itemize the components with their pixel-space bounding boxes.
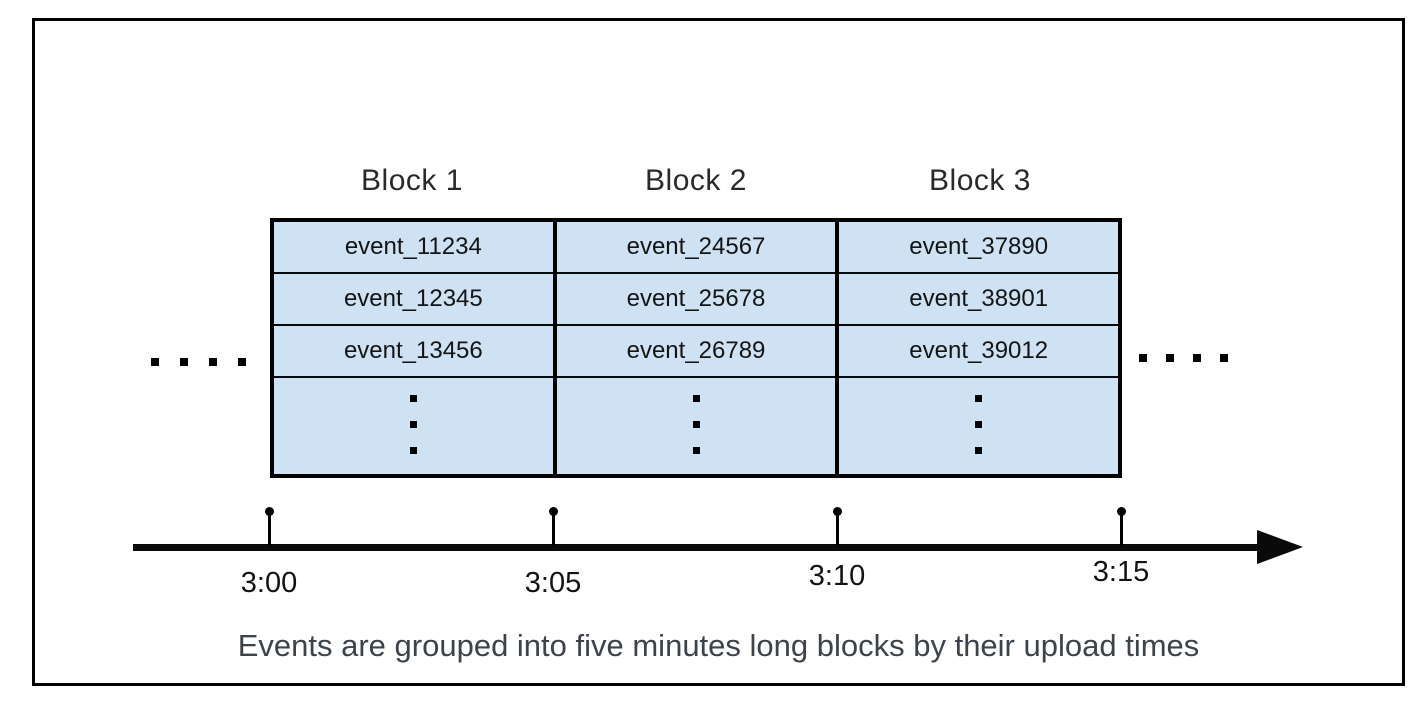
event-row: event_39012	[839, 326, 1119, 378]
event-row: event_26789	[556, 326, 836, 378]
event-row: event_25678	[556, 274, 836, 326]
event-row: event_37890	[839, 222, 1119, 274]
vertical-ellipsis-icon	[839, 378, 1118, 474]
vertical-ellipsis-icon	[274, 378, 553, 474]
tick-label-3-05: 3:05	[524, 567, 582, 599]
event-row: event_12345	[274, 274, 553, 326]
tick-label-3-00: 3:00	[240, 567, 298, 599]
right-ellipsis-icon	[1139, 354, 1228, 362]
tick-mark-3-05	[552, 515, 555, 546]
blocks-container: event_11234 event_12345 event_13456 even…	[270, 218, 1122, 478]
tick-dot-3-05	[549, 507, 558, 516]
block-1: event_11234 event_12345 event_13456	[274, 222, 553, 474]
block-3: event_37890 event_38901 event_39012	[835, 222, 1119, 474]
block-1-title: Block 1	[361, 164, 463, 197]
diagram-caption: Events are grouped into five minutes lon…	[237, 628, 1200, 663]
block-2-title: Block 2	[645, 164, 747, 197]
left-ellipsis-icon	[151, 358, 246, 366]
tick-dot-3-10	[833, 507, 842, 516]
tick-dot-3-00	[265, 507, 274, 516]
block-3-title: Block 3	[929, 164, 1031, 197]
event-row: event_24567	[556, 222, 836, 274]
tick-label-3-10: 3:10	[808, 560, 866, 592]
event-row: event_13456	[274, 326, 553, 378]
tick-label-3-15: 3:15	[1092, 556, 1150, 588]
tick-dot-3-15	[1117, 507, 1126, 516]
tick-mark-3-00	[268, 515, 271, 546]
tick-mark-3-10	[836, 515, 839, 546]
vertical-ellipsis-icon	[557, 378, 836, 474]
tick-mark-3-15	[1120, 515, 1123, 546]
timeline-arrowhead-icon	[1257, 530, 1303, 564]
event-row: event_11234	[274, 222, 553, 274]
block-2: event_24567 event_25678 event_26789	[552, 222, 836, 474]
event-row: event_38901	[839, 274, 1119, 326]
timeline-axis	[133, 544, 1261, 551]
